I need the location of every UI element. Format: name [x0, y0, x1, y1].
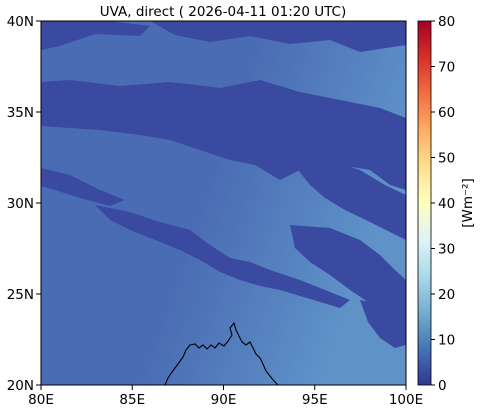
y-tick-label: 35N: [7, 105, 34, 121]
colorbar-tick-label: 70: [438, 60, 455, 76]
y-tick-label: 40N: [7, 14, 34, 30]
colorbar-tick-label: 40: [438, 196, 455, 212]
colorbar-tick-label: 0: [438, 378, 447, 394]
x-tick-label: 90E: [211, 392, 237, 408]
x-tick-label: 85E: [119, 392, 145, 408]
cloud-bands: [41, 21, 406, 348]
y-tick-label: 25N: [7, 287, 34, 303]
x-tick-label: 80E: [28, 392, 54, 408]
colorbar-tick-label: 10: [438, 333, 455, 349]
map-panel: [41, 21, 406, 385]
colorbar-gradient: [417, 20, 432, 386]
cloud-band-7: [298, 150, 406, 240]
map-title: UVA, direct ( 2026-04-11 01:20 UTC): [100, 4, 347, 20]
cloud-band-5: [95, 205, 350, 308]
colorbar: 0 10 20 30 40 50 60 70 80 [Wm⁻²]: [417, 14, 476, 394]
colorbar-tick-label: 20: [438, 287, 455, 303]
y-tick-label: 20N: [7, 378, 34, 394]
cloud-band-2: [150, 21, 406, 52]
cloud-band-8: [360, 300, 406, 348]
colorbar-tick-label: 30: [438, 242, 455, 258]
coastline: [164, 321, 279, 385]
colorbar-label: [Wm⁻²]: [460, 178, 476, 228]
cloud-band-4: [41, 168, 125, 206]
y-axis: 20N 25N 30N 35N 40N: [7, 14, 41, 394]
x-axis: 80E 85E 90E 95E 100E: [28, 385, 423, 408]
colorbar-ticks: 0 10 20 30 40 50 60 70 80: [431, 14, 455, 394]
x-tick-label: 95E: [302, 392, 328, 408]
x-tick-label: 100E: [389, 392, 423, 408]
colorbar-tick-label: 60: [438, 105, 455, 121]
y-tick-label: 30N: [7, 196, 34, 212]
colorbar-tick-label: 80: [438, 14, 455, 30]
colorbar-tick-label: 50: [438, 151, 455, 167]
cloud-band-1: [41, 21, 150, 50]
